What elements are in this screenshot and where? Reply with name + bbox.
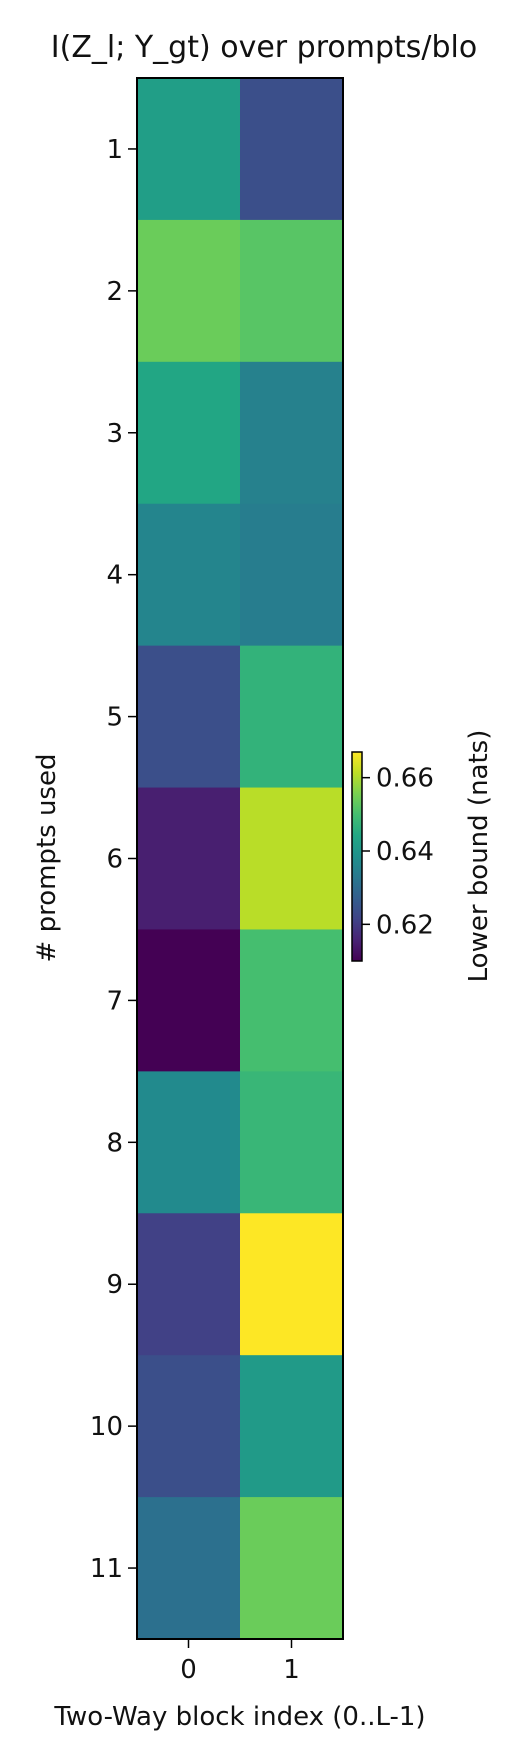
heatmap-cell [137,1497,241,1640]
colorbar-tick-label: 0.62 [376,910,434,940]
y-tick-label: 5 [106,703,123,733]
y-tick-label: 10 [90,1412,123,1442]
colorbar-ticks: 0.62 0.64 0.66 [362,764,434,940]
colorbar-tick-label: 0.64 [376,837,434,867]
y-axis-ticks: 1 2 3 4 5 6 7 8 9 10 11 [90,135,137,1584]
heatmap-cell [240,929,344,1072]
y-tick-label: 1 [106,135,123,165]
y-axis-label: # prompts used [32,754,62,963]
heatmap-cell [240,787,344,931]
x-tick-label: 1 [283,1655,300,1685]
heatmap-cell [240,1071,344,1214]
heatmap-cell [240,78,344,221]
x-axis-label: Two-Way block index (0..L-1) [53,1702,425,1732]
y-tick-label: 8 [106,1128,123,1158]
heatmap-cell [240,1497,344,1640]
y-tick-label: 6 [106,845,123,875]
heatmap-cell [137,929,241,1072]
heatmap-cell [137,1213,241,1356]
heatmap-cell [240,1213,344,1356]
y-tick-label: 4 [106,561,123,591]
x-tick-label: 0 [180,1655,197,1685]
chart-title: I(Z_l; Y_gt) over prompts/blo [51,30,477,65]
heatmap-cell [240,361,344,505]
colorbar: 0.62 0.64 0.66 Lower bound (nats) [351,730,494,983]
colorbar-tick-label: 0.66 [376,764,434,794]
heatmap-cell [240,219,344,363]
colorbar-label: Lower bound (nats) [464,730,494,983]
y-tick-label: 3 [106,419,123,449]
heatmap-cells [137,78,344,1640]
heatmap-cell [240,1355,344,1498]
heatmap-cell [137,1355,241,1498]
heatmap-cell [240,503,344,647]
heatmap-cell [137,219,241,363]
heatmap-cell [137,1071,241,1214]
y-tick-label: 2 [106,277,123,307]
y-tick-label: 9 [106,1270,123,1300]
y-tick-label: 11 [90,1554,123,1584]
colorbar-gradient [352,752,362,961]
y-tick-label: 7 [106,986,123,1016]
heatmap-cell [137,361,241,505]
heatmap-cell [137,78,241,221]
heatmap-cell [137,503,241,647]
colorbar-frame [351,751,363,962]
heatmap-cell [240,645,344,789]
heatmap-cell [137,645,241,789]
heatmap-cell [137,787,241,931]
